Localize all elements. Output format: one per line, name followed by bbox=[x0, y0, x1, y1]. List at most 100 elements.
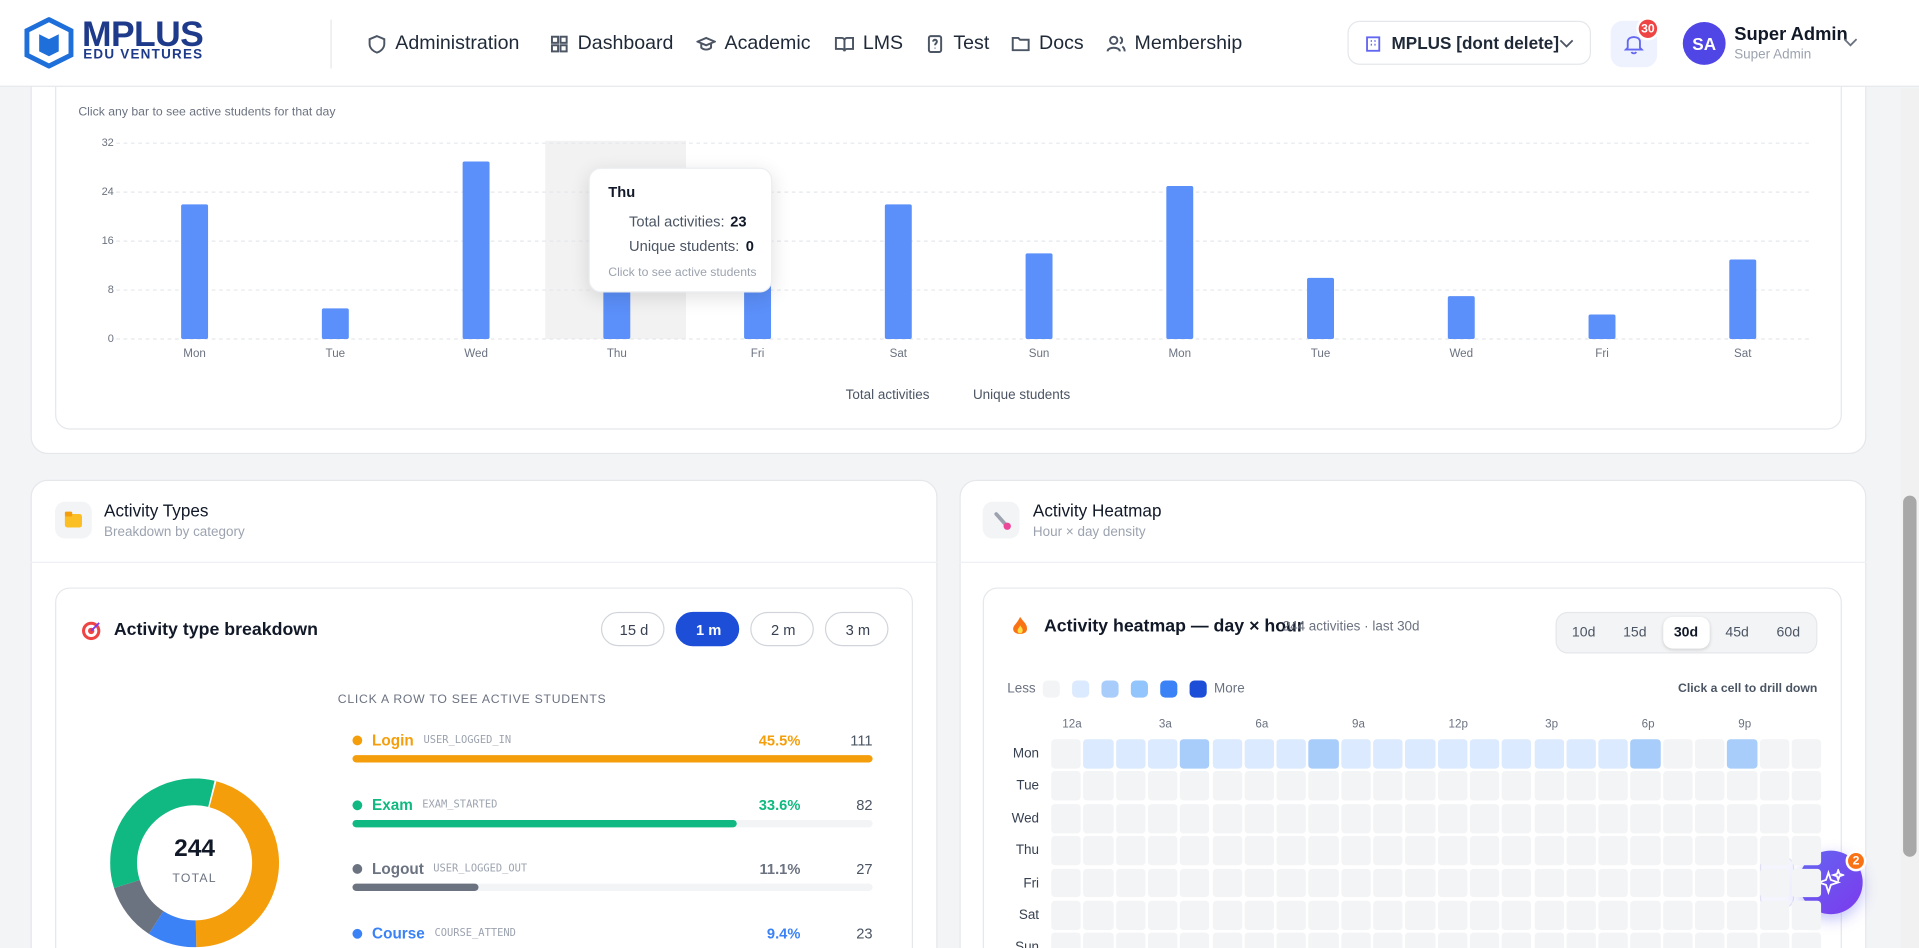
heatmap-cell[interactable] bbox=[1244, 803, 1275, 834]
heatmap-cell[interactable] bbox=[1630, 836, 1661, 866]
heatmap-cell[interactable] bbox=[1662, 868, 1693, 898]
heatmap-cell[interactable] bbox=[1437, 933, 1468, 948]
avatar[interactable] bbox=[1682, 22, 1726, 65]
heatmap-cell[interactable] bbox=[1534, 836, 1564, 866]
heatmap-cell[interactable] bbox=[1083, 933, 1114, 948]
range-button[interactable]: 2 m bbox=[750, 611, 814, 647]
heatmap-cell[interactable] bbox=[1437, 771, 1468, 801]
heatmap-cell[interactable] bbox=[1373, 739, 1403, 769]
heatmap-cell[interactable] bbox=[1083, 739, 1114, 769]
heatmap-cell[interactable] bbox=[1759, 739, 1790, 769]
heatmap-cell[interactable] bbox=[1727, 803, 1757, 834]
heatmap-cell[interactable] bbox=[1115, 803, 1146, 834]
heatmap-cell[interactable] bbox=[1501, 900, 1532, 930]
heatmap-cell[interactable] bbox=[1276, 836, 1307, 866]
heatmap-cell[interactable] bbox=[1308, 803, 1339, 834]
heatmap-cell[interactable] bbox=[1373, 836, 1403, 866]
heatmap-cell[interactable] bbox=[1791, 933, 1822, 948]
heatmap-cell[interactable] bbox=[1695, 836, 1725, 866]
heatmap-cell[interactable] bbox=[1534, 933, 1564, 948]
nav-item[interactable]: Academic bbox=[696, 33, 810, 55]
heatmap-cell[interactable] bbox=[1437, 868, 1468, 898]
heatmap-cell[interactable] bbox=[1051, 771, 1082, 801]
heatmap-cell[interactable] bbox=[1630, 739, 1661, 769]
heatmap-cell[interactable] bbox=[1534, 803, 1564, 834]
heatmap-cell[interactable] bbox=[1662, 803, 1693, 834]
heatmap-cell[interactable] bbox=[1180, 933, 1210, 948]
heatmap-cell[interactable] bbox=[1759, 933, 1790, 948]
heatmap-cell[interactable] bbox=[1566, 836, 1597, 866]
heatmap-cell[interactable] bbox=[1244, 836, 1275, 866]
heatmap-cell[interactable] bbox=[1244, 771, 1275, 801]
range-button[interactable]: 60d bbox=[1776, 625, 1801, 641]
heatmap-cell[interactable] bbox=[1534, 900, 1564, 930]
heatmap-cell[interactable] bbox=[1276, 739, 1307, 769]
heatmap-cell[interactable] bbox=[1469, 836, 1500, 866]
heatmap-cell[interactable] bbox=[1566, 803, 1597, 834]
heatmap-cell[interactable] bbox=[1340, 771, 1371, 801]
heatmap-cell[interactable] bbox=[1244, 868, 1275, 898]
heatmap-cell[interactable] bbox=[1083, 868, 1114, 898]
heatmap-cell[interactable] bbox=[1147, 771, 1178, 801]
heatmap-cell[interactable] bbox=[1115, 739, 1146, 769]
heatmap-cell[interactable] bbox=[1662, 739, 1693, 769]
heatmap-cell[interactable] bbox=[1308, 933, 1339, 948]
heatmap-cell[interactable] bbox=[1051, 836, 1082, 866]
range-button[interactable]: 10d bbox=[1571, 625, 1596, 641]
heatmap-cell[interactable] bbox=[1437, 836, 1468, 866]
heatmap-cell[interactable] bbox=[1662, 836, 1693, 866]
heatmap-cell[interactable] bbox=[1373, 868, 1403, 898]
heatmap-cell[interactable] bbox=[1727, 739, 1757, 769]
heatmap-cell[interactable] bbox=[1598, 868, 1629, 898]
heatmap-cell[interactable] bbox=[1405, 933, 1436, 948]
heatmap-cell[interactable] bbox=[1469, 803, 1500, 834]
heatmap-cell[interactable] bbox=[1051, 900, 1082, 930]
heatmap-cell[interactable] bbox=[1115, 868, 1146, 898]
heatmap-cell[interactable] bbox=[1727, 933, 1757, 948]
heatmap-cell[interactable] bbox=[1083, 836, 1114, 866]
heatmap-cell[interactable] bbox=[1791, 836, 1822, 866]
heatmap-cell[interactable] bbox=[1695, 739, 1725, 769]
heatmap-cell[interactable] bbox=[1501, 771, 1532, 801]
heatmap-cell[interactable] bbox=[1566, 900, 1597, 930]
heatmap-cell[interactable] bbox=[1469, 739, 1500, 769]
heatmap-cell[interactable] bbox=[1340, 739, 1371, 769]
heatmap-cell[interactable] bbox=[1308, 739, 1339, 769]
heatmap-cell[interactable] bbox=[1791, 771, 1822, 801]
heatmap-cell[interactable] bbox=[1566, 933, 1597, 948]
nav-item[interactable]: Administration bbox=[367, 33, 519, 55]
heatmap-cell[interactable] bbox=[1598, 739, 1629, 769]
heatmap-cell[interactable] bbox=[1308, 836, 1339, 866]
heatmap-cell[interactable] bbox=[1244, 933, 1275, 948]
heatmap-cell[interactable] bbox=[1212, 739, 1242, 769]
heatmap-cell[interactable] bbox=[1662, 900, 1693, 930]
heatmap-cell[interactable] bbox=[1630, 868, 1661, 898]
heatmap-cell[interactable] bbox=[1630, 900, 1661, 930]
heatmap-cell[interactable] bbox=[1405, 739, 1436, 769]
heatmap-cell[interactable] bbox=[1695, 900, 1725, 930]
heatmap-cell[interactable] bbox=[1791, 803, 1822, 834]
heatmap-cell[interactable] bbox=[1598, 803, 1629, 834]
breakdown-row[interactable]: Course COURSE_ATTEND 9.4% 23 bbox=[348, 916, 882, 948]
heatmap-cell[interactable] bbox=[1051, 933, 1082, 948]
heatmap-cell[interactable] bbox=[1051, 803, 1082, 834]
heatmap-cell[interactable] bbox=[1308, 771, 1339, 801]
nav-item[interactable]: LMS bbox=[834, 33, 903, 55]
breakdown-row[interactable]: Login USER_LOGGED_IN 45.5% 111 bbox=[348, 723, 882, 772]
heatmap-cell[interactable] bbox=[1534, 868, 1564, 898]
heatmap-cell[interactable] bbox=[1147, 933, 1178, 948]
nav-item[interactable]: Dashboard bbox=[550, 33, 673, 55]
heatmap-cell[interactable] bbox=[1791, 868, 1822, 898]
heatmap-cell[interactable] bbox=[1083, 771, 1114, 801]
nav-item[interactable]: Docs bbox=[1011, 33, 1084, 55]
scrollbar-thumb[interactable] bbox=[1903, 495, 1917, 857]
heatmap-cell[interactable] bbox=[1469, 771, 1500, 801]
heatmap-cell[interactable] bbox=[1340, 900, 1371, 930]
heatmap-cell[interactable] bbox=[1276, 803, 1307, 834]
range-button[interactable]: 15d bbox=[1623, 625, 1647, 641]
legend-entry[interactable]: Total activities bbox=[845, 387, 930, 403]
heatmap-cell[interactable] bbox=[1212, 803, 1242, 834]
heatmap-cell[interactable] bbox=[1437, 739, 1468, 769]
heatmap-cell[interactable] bbox=[1469, 868, 1500, 898]
logo-icon[interactable] bbox=[22, 17, 76, 69]
